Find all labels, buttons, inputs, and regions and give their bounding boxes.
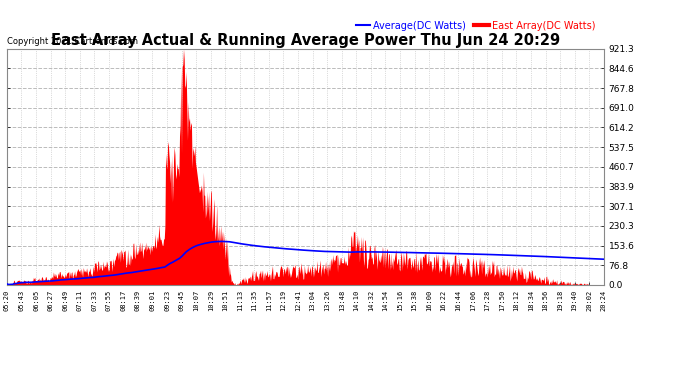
Legend: Average(DC Watts), East Array(DC Watts): Average(DC Watts), East Array(DC Watts) [352, 17, 599, 35]
Title: East Array Actual & Running Average Power Thu Jun 24 20:29: East Array Actual & Running Average Powe… [51, 33, 560, 48]
Text: Copyright 2021 Cartronics.com: Copyright 2021 Cartronics.com [7, 38, 138, 46]
